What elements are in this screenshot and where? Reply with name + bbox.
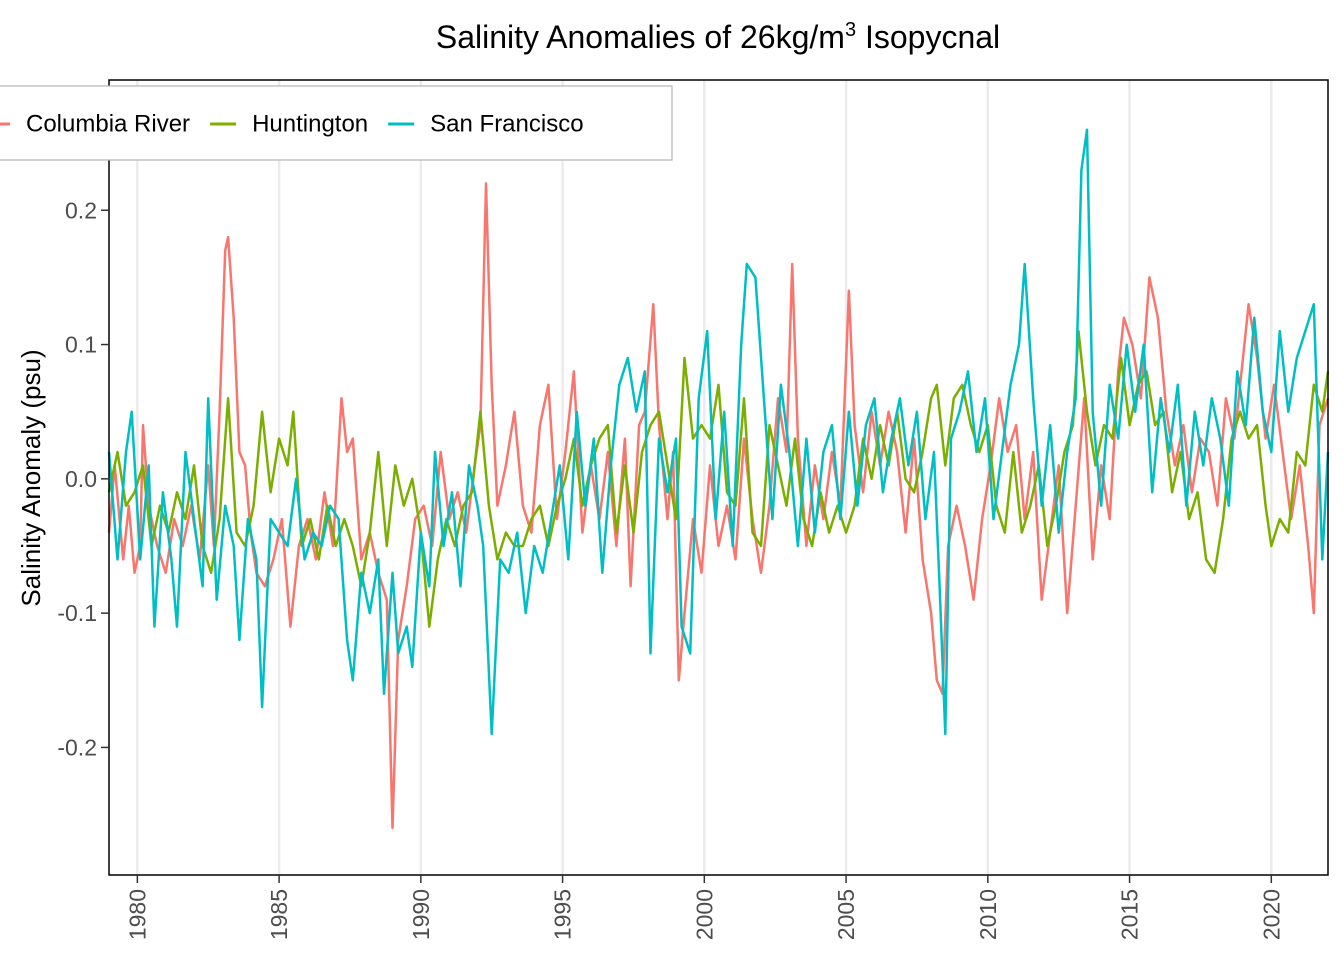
y-tick-label: 0.1 <box>65 332 97 358</box>
legend-label: Columbia River <box>26 111 190 138</box>
x-tick-label: 1990 <box>408 889 434 940</box>
y-tick-label: -0.1 <box>57 600 97 626</box>
legend: Columbia River Huntington San Francisco <box>0 85 673 161</box>
x-tick-label: 1995 <box>550 889 576 940</box>
x-tick-label: 2020 <box>1258 889 1284 940</box>
x-tick-label: 2015 <box>1117 889 1143 940</box>
legend-label: San Francisco <box>430 111 583 138</box>
x-tick-label: 2000 <box>691 889 717 940</box>
chart-title: Salinity Anomalies of 26kg/m3 Isopycnal <box>436 19 1000 55</box>
legend-box <box>0 85 673 161</box>
series-layer <box>107 128 1330 830</box>
x-tick-label: 2005 <box>833 889 859 940</box>
x-tick-label: 2010 <box>975 889 1001 940</box>
y-tick-label: -0.2 <box>57 734 97 760</box>
y-tick-label: 0.0 <box>65 466 97 492</box>
grid <box>136 80 1273 875</box>
x-tick-label: 1980 <box>124 889 150 940</box>
legend-label: Huntington <box>252 111 368 138</box>
series-line-san-francisco <box>107 128 1330 736</box>
y-tick-label: 0.2 <box>65 197 97 223</box>
plot-frame <box>108 79 1329 876</box>
x-tick-label: 1985 <box>266 889 292 940</box>
y-axis-label: Salinity Anomaly (psu) <box>16 349 46 606</box>
axes: 1980 1985 1990 1995 2000 2005 2010 2015 2020 -0.2… <box>57 197 1284 940</box>
